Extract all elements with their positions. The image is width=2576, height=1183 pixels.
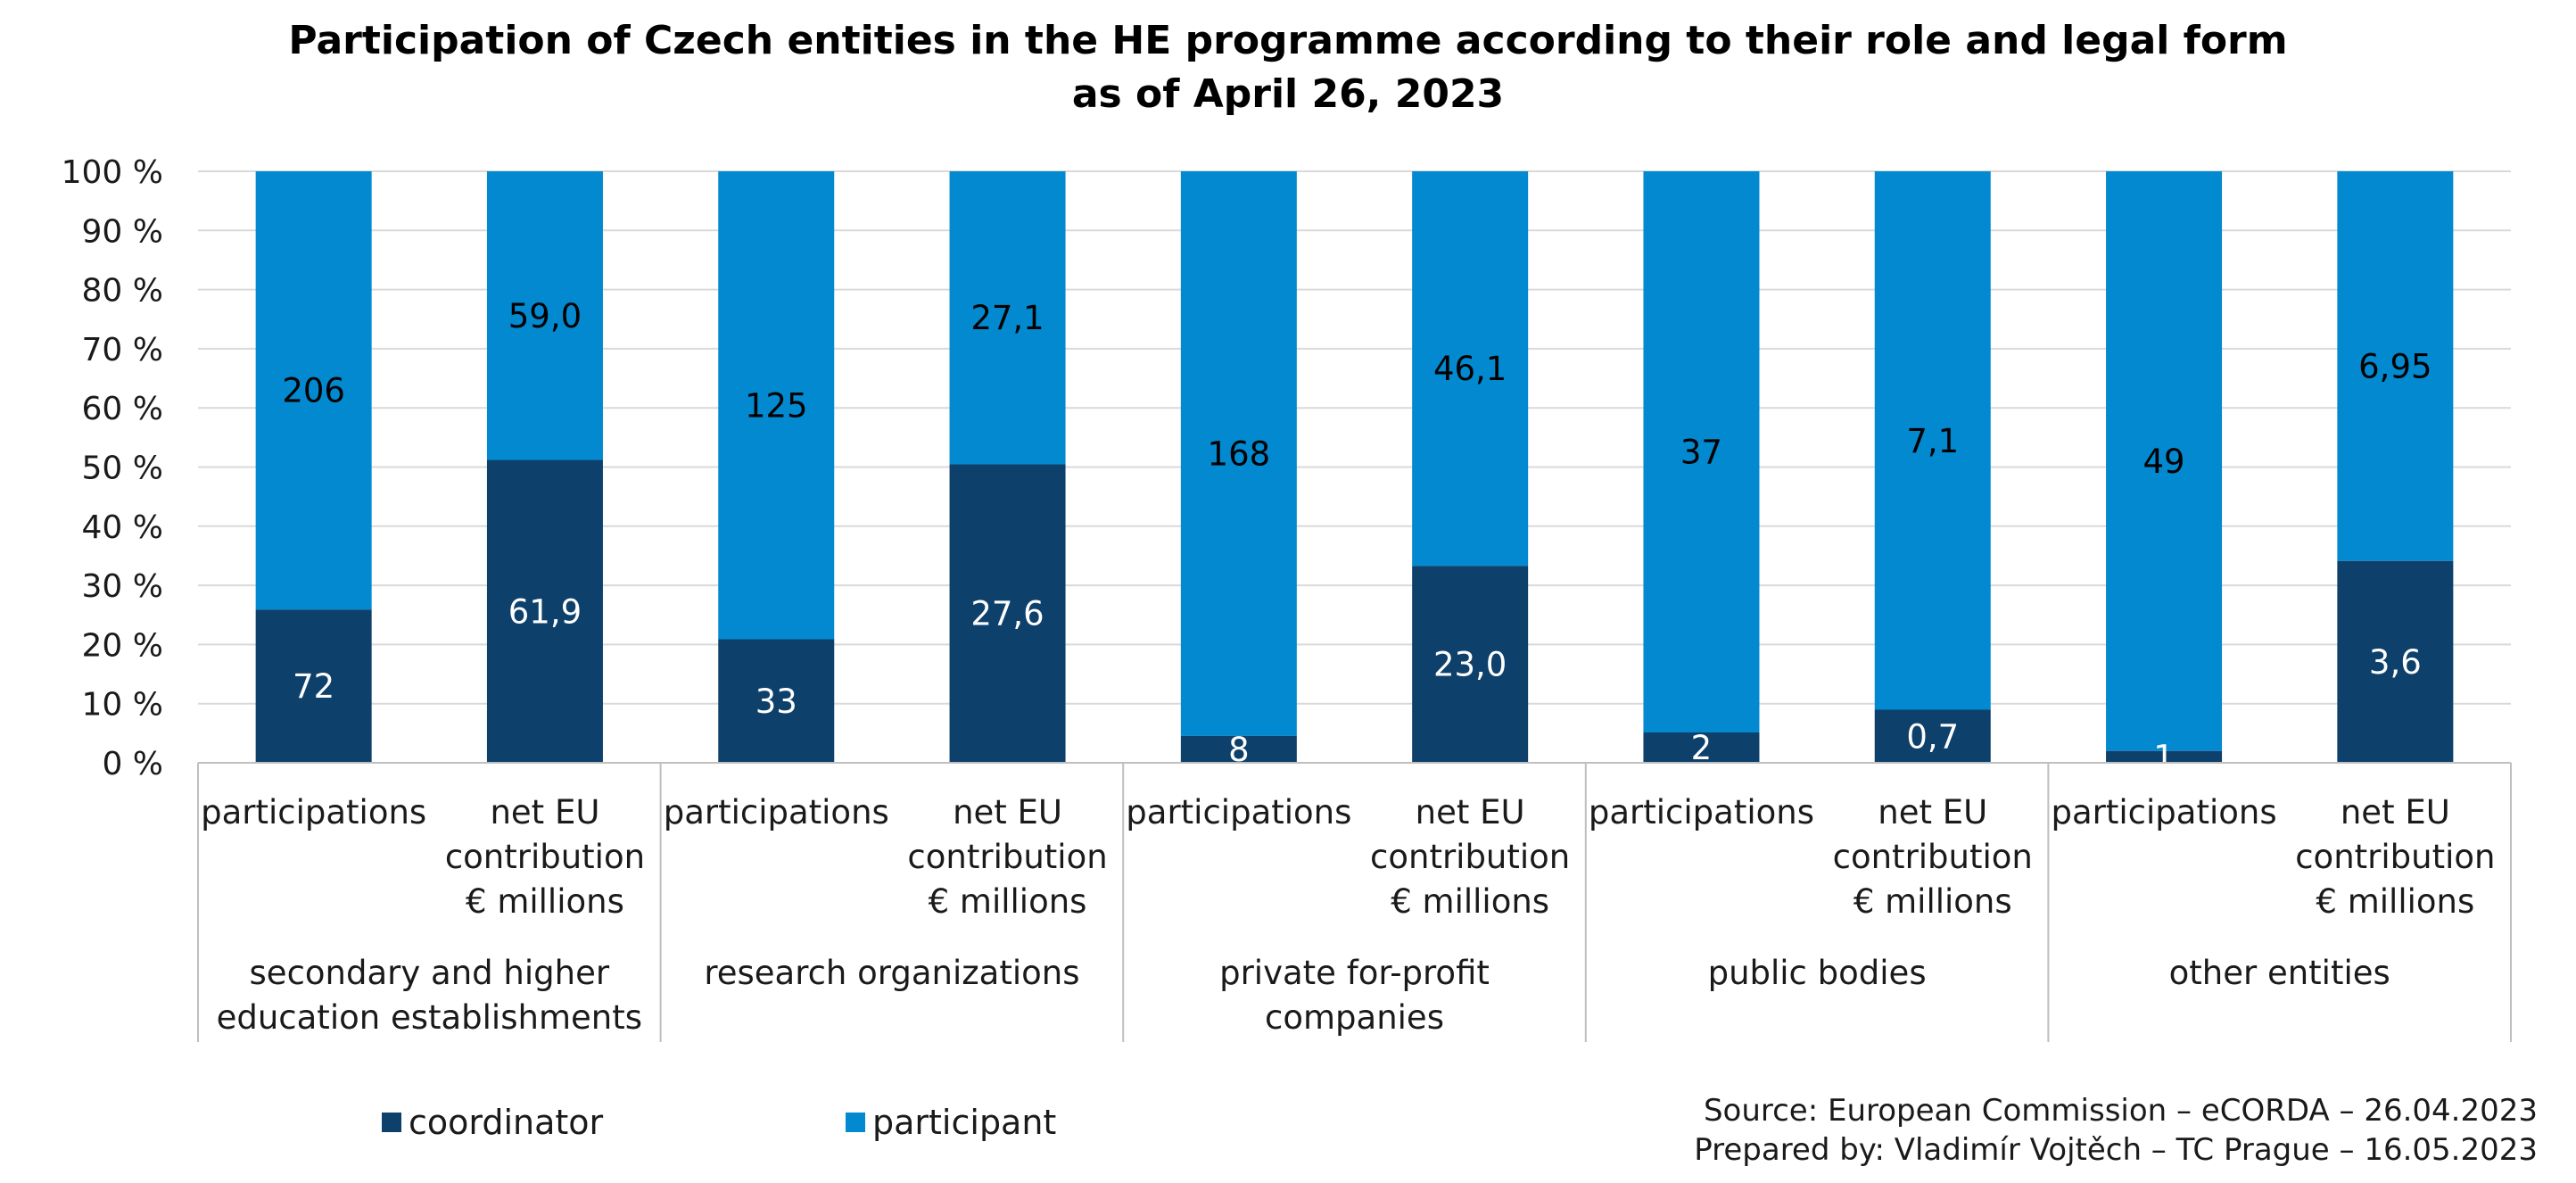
bar-segment-coordinator	[2106, 750, 2223, 763]
legend-swatch-coordinator	[382, 1113, 401, 1132]
bars: 2067259,061,91253327,127,6168846,123,037…	[255, 171, 2454, 776]
data-label-participant: 49	[2143, 443, 2185, 481]
x-category-label: € millions	[466, 882, 624, 921]
y-tick-label: 30 %	[82, 568, 163, 605]
x-category-label: net EU	[490, 793, 599, 831]
x-group-label: other entities	[2169, 954, 2390, 992]
x-category-label: net EU	[953, 793, 1062, 831]
bar-segment-participant	[1874, 171, 1991, 710]
x-category-label: participations	[2052, 793, 2277, 831]
bar-segment-coordinator	[1412, 566, 1529, 763]
data-label-coordinator: 33	[755, 682, 797, 721]
bar-segment-coordinator	[1874, 709, 1991, 763]
bar-segment-coordinator	[1180, 735, 1297, 763]
data-label-coordinator: 23,0	[1433, 646, 1507, 684]
bar-segment-participant	[718, 171, 835, 640]
x-category-label: contribution	[445, 838, 645, 876]
bar-segment-participant	[2337, 171, 2454, 561]
data-label-coordinator: 8	[1228, 731, 1250, 769]
bar-segment-participant	[2106, 171, 2223, 751]
legend: coordinator participant	[382, 1103, 1056, 1142]
x-group-label: public bodies	[1708, 954, 1927, 992]
bar-segment-participant	[255, 171, 372, 610]
y-tick-label: 90 %	[82, 213, 163, 250]
source-line: Prepared by: Vladimír Vojtěch – TC Pragu…	[1694, 1132, 2538, 1168]
x-axis: participations net EU contribution € millio…	[197, 762, 2512, 1042]
y-tick-label: 100 %	[62, 154, 163, 191]
legend-label-coordinator: coordinator	[409, 1103, 604, 1142]
data-label-coordinator: 2	[1691, 729, 1713, 767]
bar-segment-participant	[949, 171, 1066, 465]
y-tick-label: 70 %	[82, 332, 163, 368]
x-category-label: € millions	[1391, 882, 1549, 921]
data-label-participant: 7,1	[1906, 422, 1959, 460]
y-tick-label: 80 %	[82, 273, 163, 310]
data-label-participant: 206	[282, 372, 345, 410]
x-group-label: companies	[1265, 998, 1444, 1037]
legend-label-participant: participant	[872, 1103, 1056, 1142]
data-label-coordinator: 3,6	[2369, 643, 2422, 682]
x-category-label: participations	[664, 793, 889, 831]
data-label-participant: 125	[745, 386, 808, 425]
data-label-coordinator: 72	[293, 667, 334, 706]
y-tick-label: 0 %	[102, 746, 163, 782]
x-group-label: secondary and higher	[250, 954, 610, 992]
bar-segment-coordinator	[1643, 732, 1760, 763]
legend-swatch-participant	[846, 1113, 865, 1132]
x-category-label: contribution	[2295, 838, 2495, 876]
x-group-label: education establishments	[217, 998, 642, 1037]
source-line: Source: European Commission – eCORDA – 2…	[1704, 1093, 2538, 1129]
data-label-coordinator: 61,9	[508, 592, 582, 631]
y-tick-label: 60 %	[82, 391, 163, 427]
data-label-participant: 37	[1680, 434, 1722, 472]
x-category-label: participations	[1126, 793, 1351, 831]
x-group-label: private for-profit	[1219, 954, 1490, 992]
y-tick-label: 40 %	[82, 509, 163, 546]
x-category-label: € millions	[929, 882, 1087, 921]
bar-segment-coordinator	[486, 459, 603, 763]
x-category-label: contribution	[907, 838, 1107, 876]
bar-segment-participant	[1412, 171, 1529, 567]
x-group-label: research organizations	[704, 954, 1079, 992]
data-label-coordinator: 27,6	[970, 595, 1044, 633]
x-category-label: contribution	[1370, 838, 1570, 876]
bar-segment-participant	[1643, 171, 1760, 732]
data-label-participant: 27,1	[970, 299, 1044, 337]
chart-subtitle: as of April 26, 2023	[1072, 71, 1504, 117]
x-category-label: participations	[1589, 793, 1814, 831]
bar-segment-coordinator	[718, 639, 835, 763]
x-category-label: € millions	[2316, 882, 2474, 921]
data-label-participant: 46,1	[1433, 350, 1507, 388]
bar-segment-coordinator	[949, 464, 1066, 763]
data-label-coordinator: 0,7	[1906, 717, 1959, 756]
bar-segment-coordinator	[2337, 560, 2454, 763]
x-category-label: € millions	[1854, 882, 2012, 921]
data-label-coordinator: 1	[2153, 738, 2175, 776]
data-label-participant: 168	[1208, 434, 1271, 473]
x-category-label: net EU	[1878, 793, 1987, 831]
data-label-participant: 6,95	[2358, 347, 2432, 385]
source-note: Source: European Commission – eCORDA – 2…	[1694, 1093, 2538, 1168]
bar-segment-participant	[1180, 171, 1297, 736]
x-category-label: net EU	[2341, 793, 2450, 831]
y-axis-ticks: 0 % 10 % 20 % 30 % 40 % 50 % 60 % 70 % 80 % 90 % 1…	[62, 154, 163, 782]
bar-segment-participant	[486, 171, 603, 460]
y-tick-label: 50 %	[82, 451, 163, 487]
data-label-participant: 59,0	[508, 297, 582, 335]
x-category-label: contribution	[1833, 838, 2033, 876]
chart-title: Participation of Czech entities in the H…	[288, 18, 2287, 63]
bar-segment-coordinator	[255, 609, 372, 763]
y-tick-label: 20 %	[82, 627, 163, 664]
x-category-label: net EU	[1416, 793, 1525, 831]
x-category-label: participations	[201, 793, 426, 831]
y-tick-label: 10 %	[82, 687, 163, 724]
